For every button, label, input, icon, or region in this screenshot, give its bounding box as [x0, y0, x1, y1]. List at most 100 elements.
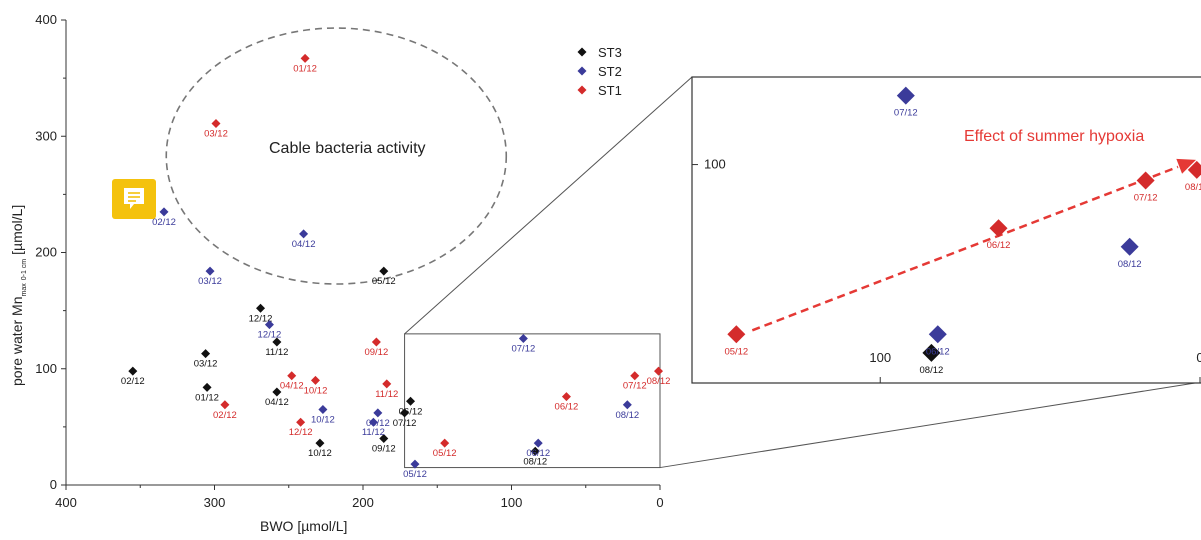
- scatter-point-st3: [272, 337, 282, 347]
- point-label: 06/12: [555, 402, 579, 413]
- scatter-point-st1: [296, 417, 306, 427]
- point-label: 11/12: [375, 389, 398, 400]
- scatter-point-st2: [205, 266, 215, 276]
- inset-point-st1: [1136, 171, 1155, 190]
- point-label: 05/12: [433, 448, 457, 459]
- y-tick-label: 200: [35, 245, 57, 260]
- point-label: 09/12: [364, 347, 388, 358]
- y-tick-label: 300: [35, 128, 57, 143]
- inset-connector-top: [404, 76, 693, 335]
- inset-point-label: 05/12: [660, 394, 684, 405]
- inset-point-st3: [641, 256, 659, 274]
- scatter-point-st1: [211, 118, 221, 128]
- scatter-point-st3: [128, 366, 138, 376]
- comment-icon[interactable]: [112, 179, 156, 219]
- inset-point-st3: [654, 230, 672, 248]
- scatter-point-st3: [379, 266, 389, 276]
- point-label: 03/12: [204, 128, 228, 139]
- x-tick-label: 200: [352, 495, 374, 510]
- scatter-point-st2: [373, 408, 383, 418]
- hypoxia-arrow-head: [1176, 158, 1196, 174]
- x-tick-label: 0: [656, 495, 663, 510]
- legend-marker-st1: [577, 85, 587, 95]
- inset-point-st1: [727, 325, 746, 344]
- y-tick-label: 0: [50, 477, 57, 492]
- inset-connector-bottom: [659, 382, 1196, 469]
- legend-marker-st2: [577, 66, 587, 76]
- inset-frame: [691, 76, 1201, 384]
- point-label: 12/12: [289, 427, 313, 438]
- scatter-point-st2: [159, 207, 169, 217]
- scatter-point-st1: [440, 438, 450, 448]
- scatter-point-st3: [400, 408, 410, 418]
- point-label: 02/12: [152, 217, 176, 228]
- point-label: 02/12: [213, 410, 237, 421]
- scatter-point-st1: [654, 366, 664, 376]
- scatter-point-st1: [561, 392, 571, 402]
- inset-source-box: [404, 333, 661, 469]
- point-label: 08/12: [523, 456, 547, 467]
- point-label: 12/12: [258, 330, 282, 341]
- scatter-point-st1: [300, 53, 310, 63]
- x-tick-label: 300: [204, 495, 226, 510]
- inset-x-tick-label: 100: [869, 350, 891, 365]
- point-label: 01/12: [293, 63, 317, 74]
- scatter-point-st3: [272, 387, 282, 397]
- legend-label-st3: ST3: [598, 45, 622, 60]
- scatter-point-st3: [202, 382, 212, 392]
- inset-points: 06/12 07/12 08/12 05/12 07/12 06/12 08/12 05/12…: [638, 86, 1201, 405]
- x-tick-label: 100: [501, 495, 523, 510]
- scatter-point-st3: [201, 349, 211, 359]
- legend-marker-st3: [577, 47, 587, 57]
- point-label: 02/12: [121, 376, 145, 387]
- inset-point-label: 08/12: [1118, 259, 1142, 270]
- x-axis-title: BWO [µmol/L]: [260, 518, 347, 534]
- scatter-point-st2: [622, 400, 632, 410]
- y-tick-label: 400: [35, 12, 57, 27]
- y-axis-title: pore water Mnmax0-1 cm[µmol/L]: [9, 205, 28, 386]
- scatter-point-st1: [220, 400, 230, 410]
- scatter-point-st3: [256, 303, 266, 313]
- point-label: 12/12: [249, 313, 273, 324]
- scatter-point-st3: [406, 396, 416, 406]
- scatter-point-st1: [630, 371, 640, 381]
- scatter-point-st2: [518, 334, 528, 344]
- inset-point-label: 08/12: [1185, 182, 1201, 193]
- scatter-point-st3: [315, 438, 325, 448]
- point-label: 08/12: [647, 376, 671, 387]
- main-plot: 0 100 200 300 400 400 300 200 100 0 02/12 03/12 01/1…: [35, 12, 670, 510]
- point-label: 09/12: [366, 418, 390, 429]
- point-label: 10/12: [311, 414, 335, 425]
- x-tick-label: 400: [55, 495, 77, 510]
- inset-point-label: 07/12: [638, 277, 662, 288]
- scatter-point-st3: [379, 434, 389, 443]
- inset-point-st3: [922, 343, 941, 362]
- inset-point-st2: [1120, 237, 1139, 256]
- inset-point-label: 06/12: [651, 251, 675, 262]
- inset-point-st2: [896, 86, 915, 105]
- point-label: 10/12: [304, 385, 328, 396]
- point-label: 10/12: [308, 448, 332, 459]
- scatter-point-st1: [382, 379, 392, 389]
- point-label: 04/12: [292, 239, 316, 250]
- point-label: 07/12: [511, 344, 535, 355]
- inset-point-label: 08/12: [920, 365, 944, 376]
- point-label: 11/12: [265, 347, 288, 358]
- inset-point-label: 07/12: [1134, 192, 1158, 203]
- annotation-summer-hypoxia: Effect of summer hypoxia: [964, 128, 1144, 145]
- point-label: 06/12: [399, 406, 423, 417]
- hypoxia-arrow-line: [751, 165, 1179, 332]
- legend-label-st2: ST2: [598, 64, 622, 79]
- scatter-point-st2: [533, 438, 543, 448]
- inset-point-st2: [928, 325, 947, 344]
- scatter-point-st2: [368, 417, 378, 427]
- inset-point-label: 06/12: [926, 346, 950, 357]
- scatter-point-st1: [287, 371, 297, 381]
- y-tick-label: 100: [35, 361, 57, 376]
- point-label: 03/12: [194, 359, 218, 370]
- point-label: 07/12: [393, 418, 417, 429]
- inset-point-st1: [989, 219, 1008, 238]
- point-label: 04/12: [265, 397, 289, 408]
- point-label: 09/12: [372, 444, 396, 455]
